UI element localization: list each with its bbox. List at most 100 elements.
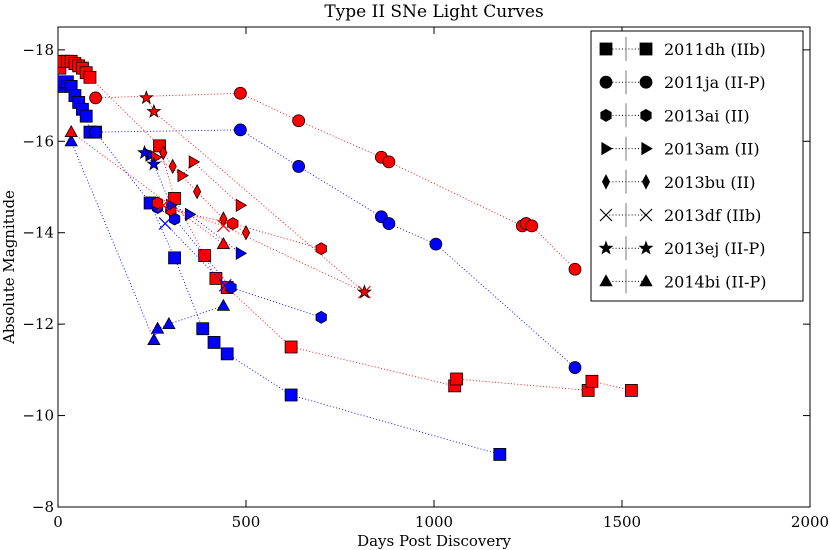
data-point-2011dh-blue — [207, 336, 221, 349]
legend-marker-2011ja — [639, 75, 653, 89]
legend-marker-2011ja — [599, 75, 613, 89]
series-line-2013ej-blue — [144, 152, 155, 165]
data-point-2011dh-blue — [220, 347, 234, 361]
data-point-2013bu-red — [159, 144, 168, 161]
series-line-2013df-red — [163, 204, 365, 293]
legend-marker-2013ej — [598, 240, 614, 255]
data-point-2013ai-red — [151, 196, 164, 210]
data-point-2011dh-blue — [493, 448, 507, 461]
data-point-2011ja-blue — [292, 160, 306, 173]
data-point-2011dh-red — [83, 70, 97, 84]
legend-marker-2013am — [641, 141, 653, 156]
legend-marker-2013am — [601, 141, 613, 156]
data-point-2011dh-red — [284, 340, 298, 354]
legend-marker-2013ej — [638, 240, 654, 255]
data-point-2013am-blue — [235, 246, 248, 260]
data-point-2014bi-blue — [147, 332, 161, 346]
data-point-2011ja-red — [89, 91, 102, 105]
data-point-2014bi-blue — [162, 316, 176, 330]
legend-label-2013ai: 2013ai (II) — [664, 106, 750, 125]
chart-title: Type II SNe Light Curves — [324, 2, 543, 22]
legend-label-2013df: 2013df (IIb) — [664, 206, 761, 225]
legend-label-2013am: 2013am (II) — [664, 140, 760, 159]
data-point-2011dh-red — [450, 372, 463, 386]
data-point-2011ja-blue — [568, 361, 582, 374]
data-point-2013am-red — [177, 168, 189, 183]
y-tick-label: −12 — [22, 315, 54, 333]
data-point-2013ai-red — [227, 217, 239, 231]
y-tick-label: −8 — [32, 498, 54, 516]
x-tick-label: 2000 — [791, 513, 829, 531]
y-axis-label: Absolute Magnitude — [0, 190, 18, 345]
series-line-2013am-blue — [149, 154, 241, 254]
data-point-2013ai-blue — [168, 212, 181, 226]
data-point-2011ja-blue — [233, 123, 247, 137]
data-point-2011dh-blue — [196, 322, 210, 336]
x-tick-label: 0 — [53, 513, 63, 531]
data-point-2011ja-red — [382, 155, 396, 169]
data-point-2014bi-red — [64, 124, 78, 138]
data-point-2013ai-red — [315, 242, 327, 256]
legend-marker-2014bi — [599, 274, 613, 287]
data-point-2011ja-blue — [429, 237, 443, 251]
data-point-2013ej-blue — [146, 156, 162, 171]
series-line-2014bi-red — [70, 131, 224, 245]
legend-marker-2013df — [639, 208, 653, 222]
legend-label-2013bu: 2013bu (II) — [664, 173, 755, 192]
data-point-2013df-blue — [158, 217, 172, 230]
data-point-2014bi-red — [216, 236, 231, 250]
legend-label-2011ja: 2011ja (II-P) — [664, 73, 766, 92]
data-point-2013am-blue — [184, 207, 197, 222]
data-point-2011ja-red — [292, 114, 306, 128]
y-tick-label: −14 — [22, 224, 54, 242]
y-tick-label: −16 — [22, 132, 54, 150]
x-tick-label: 1000 — [415, 513, 453, 531]
data-point-2013am-red — [235, 198, 248, 212]
data-point-2011dh-red — [585, 374, 599, 388]
data-point-2013am-blue — [166, 198, 178, 212]
legend-marker-2011dh — [599, 42, 613, 56]
data-point-2011ja-red — [233, 86, 247, 100]
data-point-2011dh-blue — [168, 251, 181, 265]
data-point-2013ai-blue — [315, 310, 327, 324]
data-point-2013bu-red — [168, 158, 177, 175]
data-point-2011dh-red — [209, 272, 223, 285]
data-point-2014bi-blue — [150, 321, 165, 334]
data-point-2011dh-red — [625, 384, 638, 397]
legend-marker-2013bu — [601, 174, 611, 190]
data-point-2014bi-blue — [64, 134, 78, 147]
x-tick-label: 500 — [232, 513, 261, 531]
legend-label-2013ej: 2013ej (II-P) — [664, 239, 766, 258]
data-layer — [58, 54, 638, 461]
x-axis-label: Days Post Discovery — [357, 532, 511, 550]
data-point-2013ej-blue — [137, 144, 152, 160]
x-tick-label: 1500 — [603, 513, 641, 531]
data-point-2011ja-blue — [89, 125, 102, 139]
legend-marker-2011dh — [639, 42, 653, 56]
y-tick-label: −18 — [22, 41, 54, 59]
data-point-2013ej-red — [357, 284, 372, 299]
data-point-2011dh-blue — [79, 109, 93, 123]
legend-marker-2013ai — [600, 108, 612, 122]
data-point-2014bi-blue — [216, 298, 231, 311]
data-point-2013bu-red — [241, 224, 251, 241]
data-point-2011dh-blue — [284, 388, 298, 402]
data-point-2013ej-red — [146, 103, 162, 118]
legend-marker-2013df — [599, 208, 613, 222]
axis-layer: 0 500 1000 1500 2000 −8 −10 −12 −14 −16 −18 — [22, 27, 829, 531]
y-tick-label: −10 — [22, 407, 54, 425]
data-point-2013ej-red — [138, 90, 154, 105]
legend-marker-2014bi — [639, 274, 653, 287]
data-point-2013am-red — [188, 155, 201, 169]
legend-marker-2013bu — [641, 174, 651, 190]
data-point-2011ja-blue — [382, 217, 396, 230]
legend-label-2014bi: 2014bi (II-P) — [664, 272, 766, 291]
legend-marker-2013ai — [640, 108, 652, 122]
data-point-2011ja-red — [525, 219, 539, 233]
data-point-2013bu-red — [193, 183, 202, 200]
data-point-2011ja-red — [568, 262, 582, 276]
data-point-2013df-blue — [218, 278, 232, 292]
legend-label-2011dh: 2011dh (IIb) — [664, 40, 766, 59]
data-point-2013df-red — [156, 198, 170, 212]
